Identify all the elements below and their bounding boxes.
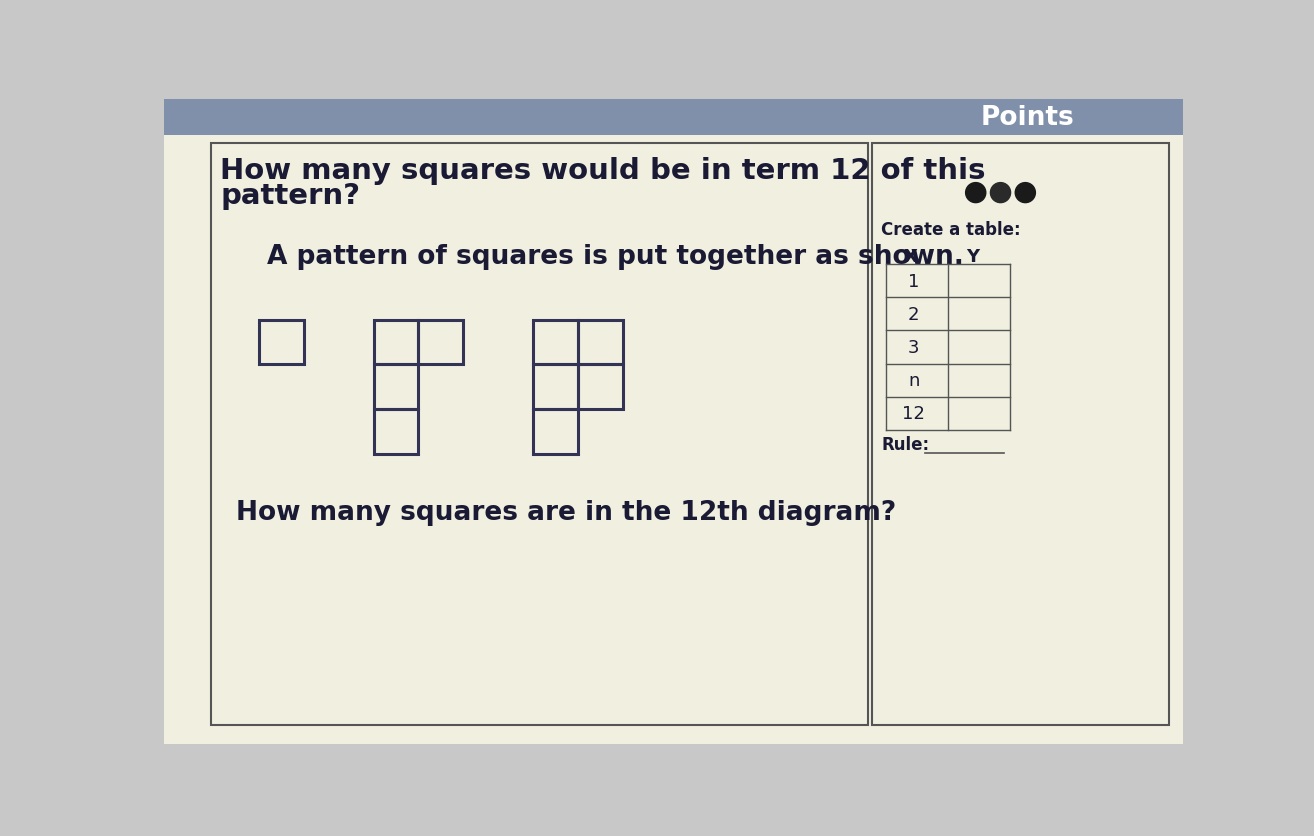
Text: How many squares would be in term 12 of this: How many squares would be in term 12 of …: [219, 157, 985, 186]
Circle shape: [966, 183, 986, 203]
Text: Points: Points: [980, 105, 1074, 131]
Bar: [533, 410, 578, 454]
Text: Rule:: Rule:: [882, 436, 929, 453]
Text: 3: 3: [908, 339, 920, 357]
Text: Y: Y: [966, 247, 979, 265]
Bar: [533, 320, 578, 364]
Text: 1: 1: [908, 273, 920, 290]
Bar: [259, 320, 304, 364]
Text: A pattern of squares is put together as shown.: A pattern of squares is put together as …: [267, 243, 963, 269]
Bar: [373, 364, 418, 410]
Circle shape: [1016, 183, 1035, 203]
Bar: [871, 144, 1168, 725]
Circle shape: [991, 183, 1010, 203]
Text: 2: 2: [908, 305, 920, 324]
Bar: [533, 364, 578, 410]
Text: Create a table:: Create a table:: [882, 221, 1021, 238]
Bar: [373, 320, 418, 364]
Bar: [578, 320, 623, 364]
Text: 12: 12: [903, 405, 925, 423]
Bar: [578, 364, 623, 410]
Text: X: X: [904, 247, 917, 265]
Bar: [373, 410, 418, 454]
Text: n: n: [908, 372, 920, 390]
Bar: [418, 320, 464, 364]
Bar: [164, 100, 1183, 135]
Text: pattern?: pattern?: [219, 182, 360, 210]
Text: How many squares are in the 12th diagram?: How many squares are in the 12th diagram…: [235, 499, 896, 526]
Bar: [210, 144, 869, 725]
